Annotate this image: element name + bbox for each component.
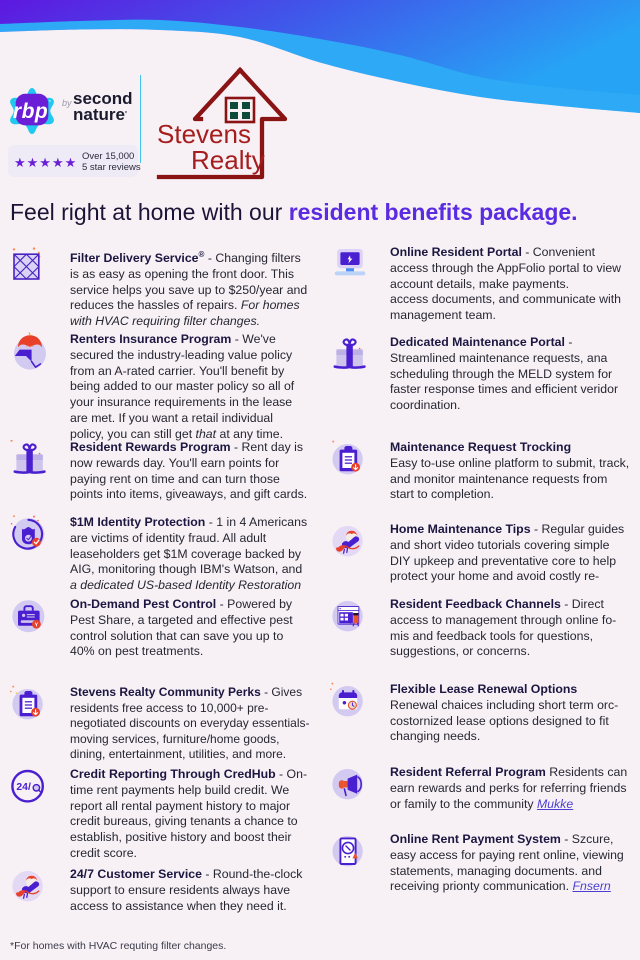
svg-text:24/: 24/ xyxy=(16,782,31,793)
svg-text:Y: Y xyxy=(35,623,39,629)
svg-text:Realty: Realty xyxy=(191,145,265,175)
